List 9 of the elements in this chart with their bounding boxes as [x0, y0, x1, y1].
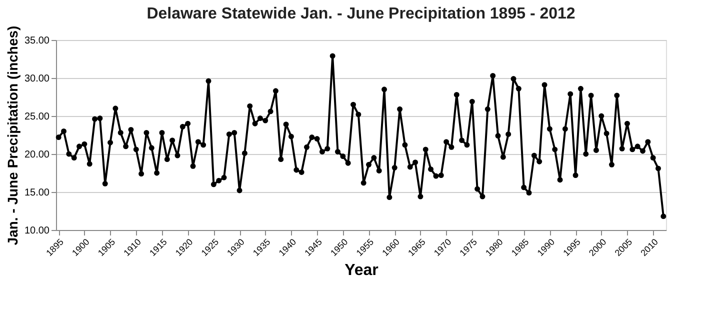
y-tick-label: 20.00 [24, 150, 50, 160]
y-tick-label: 30.00 [24, 74, 50, 84]
chart-title: Delaware Statewide Jan. - June Precipitation 1895 - 2012 [146, 5, 576, 22]
x-axis-title: Year [344, 262, 378, 280]
y-axis-title: Jan. - June Precipitation (inches) [4, 26, 20, 246]
y-tick-label: 25.00 [24, 112, 50, 122]
y-tick-label: 10.00 [24, 226, 50, 236]
y-tick-label: 35.00 [24, 36, 50, 46]
y-tick-label: 15.00 [24, 188, 50, 198]
